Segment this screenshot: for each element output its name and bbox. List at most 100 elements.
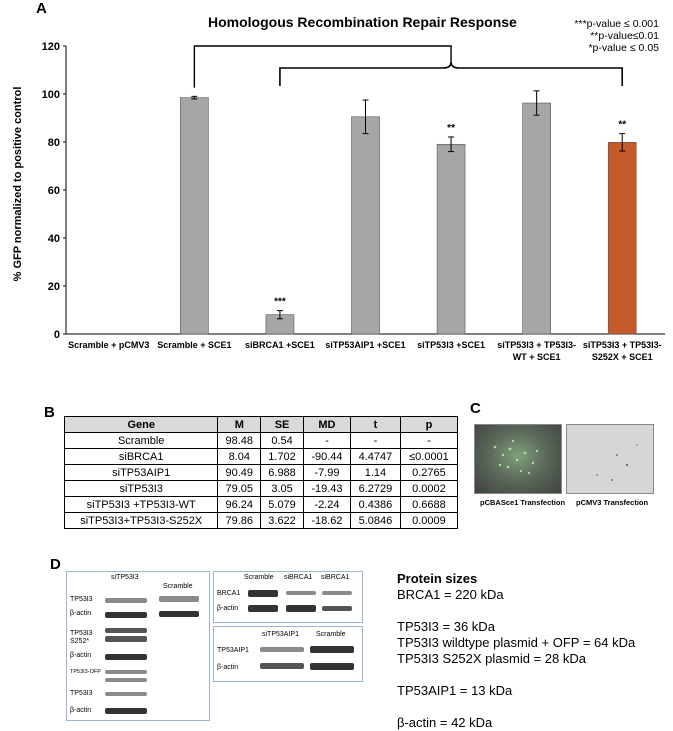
table-row: siBRCA1 8.04 1.702 -90.44 4.4747 ≤0.0001 [63,448,459,465]
x-tick-label: siTP53I3 + TP53I3- [583,340,662,350]
blot-label-brca1: BRCA1 [217,590,241,597]
blot-band [248,605,278,612]
protein-size-line: BRCA1 = 220 kDa [397,587,504,602]
header-se: SE [260,416,304,433]
blot-header-sibrca1-2: siBRCA1 [321,574,350,581]
blot-band [260,663,304,669]
significance-marker: ** [618,120,626,131]
blot-band [286,591,316,595]
protein-sizes: Protein sizes BRCA1 = 220 kDa TP53I3 = 3… [397,571,635,731]
blot-band [159,611,199,617]
panel-label-a: A [36,0,47,17]
y-axis-label: % GFP normalized to positive control [12,86,24,282]
y-tick-label: 0 [54,329,60,341]
table-cell: 0.0002 [399,480,459,497]
blot-label-actin-3: β-actin [70,707,92,714]
table-cell: 3.622 [260,512,304,529]
protein-size-line [397,603,635,619]
table-cell: -19.43 [302,480,351,497]
table-cell: 8.04 [217,448,262,465]
panel-label-c: C [470,400,481,417]
table-row: siTP53I3 +TP53I3-WT 96.24 5.079 -2.24 0.4386… [63,496,459,513]
header-m: M [217,416,262,433]
table-cell: ≤0.0001 [399,448,459,465]
blot-band [105,670,147,674]
blot-label-tp53i3-2: TP53I3 [70,690,93,697]
table-cell: 79.86 [217,512,262,529]
table-cell: - [399,432,459,449]
x-tick-label: Scramble + SCE1 [157,340,231,350]
panel-label-b: B [44,404,55,421]
table-cell: 1.702 [260,448,304,465]
table-row: siTP53I3+TP53I3-S252X 79.86 3.622 -18.62 5.0… [63,512,459,529]
blot-label-tp53aip1: TP53AIP1 [217,647,249,654]
table-cell: 0.0009 [399,512,459,529]
western-blot-tp53i3: siTP53I3 Scramble TP53I3 β-actin TP53I3 … [66,571,210,721]
comparison-bracket [193,45,452,88]
x-tick-label: S252X + SCE1 [592,352,653,362]
blot-label-tp53i3: TP53I3 [70,596,93,603]
blot-band [105,598,147,603]
y-tick-label: 120 [42,41,60,53]
blot-band [310,663,354,670]
x-tick-label: siTP53AIP1 +SCE1 [325,340,405,350]
x-tick-label: siBRCA1 +SCE1 [245,340,315,350]
table-cell: 0.4386 [349,496,401,513]
pvalue-legend-1: ***p-value ≤ 0.001 [574,18,659,30]
blot-band [248,590,278,597]
y-tick-label: 20 [48,281,60,293]
protein-size-line: β-actin = 42 kDa [397,715,493,730]
header-p: p [399,416,459,433]
stats-table: Gene M SE MD t p Scramble 98.48 0.54- - - si… [63,416,459,529]
blot-band [310,646,354,653]
gfp-cells-image [493,439,539,475]
table-row: Scramble 98.48 0.54- - - [63,432,459,449]
table-cell: - [349,432,401,449]
table-cell: 6.2729 [349,480,401,497]
table-cell: 0.54 [260,432,304,449]
table-cell: siTP53I3+TP53I3-S252X [63,512,219,529]
header-md: MD [302,416,351,433]
x-tick-label: siTP53I3 +SCE1 [417,340,485,350]
protein-size-line: TP53AIP1 = 13 kDa [397,683,513,698]
blot-label-actin-1: β-actin [70,610,92,617]
blot-band [105,612,147,618]
table-cell: -2.24 [302,496,351,513]
table-cell: siTP53I3 +TP53I3-WT [63,496,219,513]
pvalue-legend-2: **p-value≤0.01 [590,30,659,42]
pvalue-legend-3: *p-value ≤ 0.05 [588,42,659,54]
header-t: t [349,416,401,433]
x-tick-label: WT + SCE1 [513,352,561,362]
protein-size-line: TP53I3 wildtype plasmid + OFP = 64 kDa [397,635,636,650]
protein-size-line: TP53I3 = 36 kDa [397,619,495,634]
table-row: siTP53AIP1 90.49 6.988 -7.99 1.14 0.2765 [63,464,459,481]
table-cell: siTP53AIP1 [63,464,219,481]
table-cell: -90.44 [302,448,351,465]
blot-band [322,591,352,595]
microscopy-image-control [566,424,654,494]
blot-band [105,692,147,696]
table-cell: 90.49 [217,464,262,481]
blot-band [286,605,316,612]
microscopy-caption-left: pCBASce1 Transfection [480,498,566,507]
microscopy-caption-right: pCMV3 Transfection [576,498,649,507]
blot-band [105,678,147,682]
table-cell: 96.24 [217,496,262,513]
microscopy-image-gfp [474,424,562,494]
x-tick-label: Scramble + pCMV3 [68,340,149,350]
y-tick-label: 80 [48,137,60,149]
table-cell: siBRCA1 [63,448,219,465]
comparison-brackets [193,45,624,88]
control-cells-image [596,444,638,481]
y-tick-label: 100 [42,89,60,101]
western-blot-tp53aip1: siTP53AIP1 Scramble TP53AIP1 β-actin [213,626,363,682]
significance-marker: ** [447,123,455,134]
table-cell: 79.05 [217,480,262,497]
group-bracket [279,61,624,86]
table-cell: 0.2765 [399,464,459,481]
table-cell: 0.6688 [399,496,459,513]
table-cell: 6.988 [260,464,304,481]
blot-header-sibrca1-1: siBRCA1 [284,574,313,581]
blot-label-actin-2: β-actin [70,652,92,659]
